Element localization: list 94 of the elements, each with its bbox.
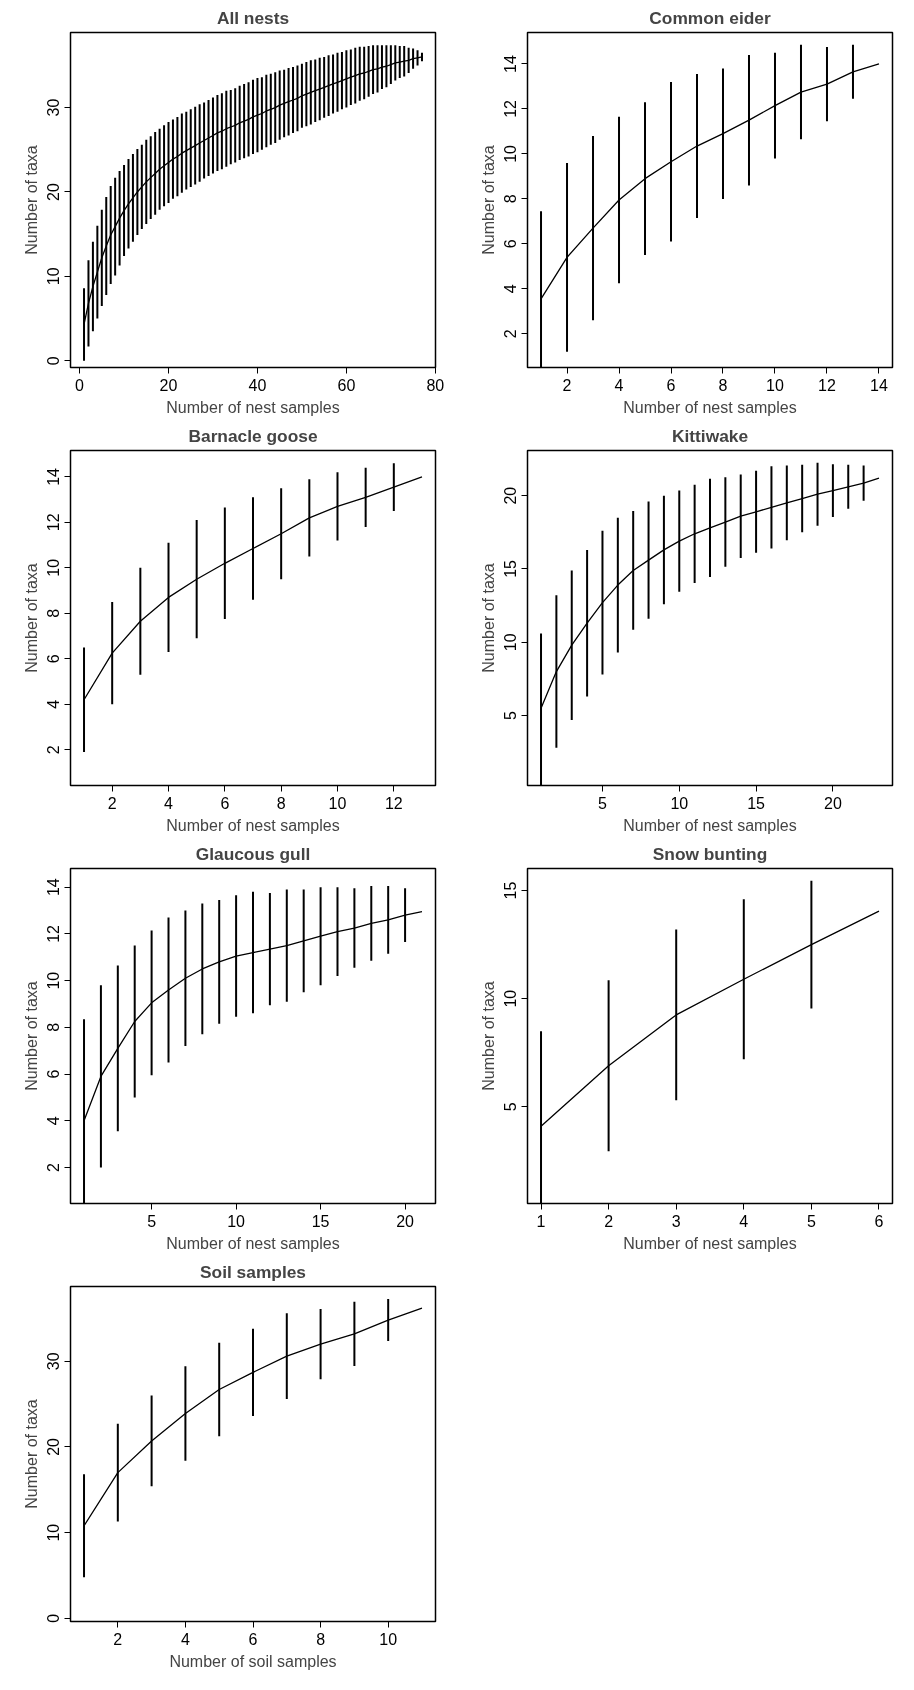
- chart-title: Soil samples: [200, 1261, 306, 1282]
- x-tick-label: 1: [536, 1212, 546, 1230]
- x-tick-label: 10: [379, 1630, 398, 1648]
- x-tick-label: 10: [670, 794, 689, 812]
- y-tick-label: 30: [45, 98, 63, 117]
- y-tick-label: 8: [45, 1022, 63, 1032]
- y-tick-label: 4: [45, 1116, 63, 1126]
- y-tick-label: 8: [502, 194, 520, 204]
- x-tick-label: 14: [870, 376, 888, 394]
- x-tick-label: 5: [806, 1212, 816, 1230]
- y-tick-label: 2: [502, 329, 520, 339]
- x-tick-label: 6: [666, 376, 676, 394]
- x-tick-label: 6: [874, 1212, 884, 1230]
- y-tick-label: 10: [502, 633, 520, 652]
- y-tick-label: 30: [45, 1352, 63, 1371]
- x-tick-label: 2: [604, 1212, 614, 1230]
- y-tick-label: 14: [45, 878, 63, 897]
- y-tick-label: 14: [45, 467, 63, 486]
- y-tick-label: 10: [502, 989, 520, 1008]
- x-tick-label: 15: [311, 1212, 330, 1230]
- x-tick-label: 15: [747, 794, 766, 812]
- x-tick-label: 12: [818, 376, 836, 394]
- x-tick-label: 4: [739, 1212, 749, 1230]
- y-tick-label: 12: [502, 99, 520, 118]
- chart-title: Kittiwake: [671, 425, 749, 446]
- x-tick-label: 20: [824, 794, 842, 812]
- x-axis-title: Number of soil samples: [169, 1652, 337, 1670]
- y-axis-title: Number of taxa: [479, 145, 497, 255]
- y-tick-label: 10: [502, 144, 520, 163]
- x-tick-label: 0: [75, 376, 85, 394]
- x-tick-label: 6: [220, 794, 230, 812]
- x-tick-label: 60: [337, 376, 356, 394]
- y-tick-label: 10: [45, 1523, 63, 1542]
- x-tick-label: 4: [614, 376, 624, 394]
- x-axis-title: Number of nest samples: [166, 816, 340, 834]
- x-tick-label: 20: [159, 376, 178, 394]
- x-tick-label: 20: [396, 1212, 415, 1230]
- x-tick-label: 40: [248, 376, 267, 394]
- y-tick-label: 10: [45, 267, 63, 286]
- chart-title: Snow bunting: [652, 843, 768, 864]
- x-tick-label: 5: [598, 794, 608, 812]
- y-axis-title: Number of taxa: [479, 981, 497, 1091]
- y-axis-title: Number of taxa: [22, 1399, 40, 1509]
- y-tick-label: 6: [45, 1069, 63, 1079]
- x-tick-label: 3: [671, 1212, 681, 1230]
- y-tick-label: 15: [502, 881, 520, 900]
- chart-title: Common eider: [649, 7, 771, 28]
- x-tick-label: 4: [180, 1630, 190, 1648]
- y-tick-label: 20: [502, 486, 520, 505]
- y-tick-label: 5: [502, 1102, 520, 1112]
- y-axis-title: Number of taxa: [22, 145, 40, 255]
- x-tick-label: 80: [426, 376, 445, 394]
- y-axis-title: Number of taxa: [479, 563, 497, 673]
- y-tick-label: 12: [45, 513, 63, 532]
- x-tick-label: 10: [328, 794, 347, 812]
- y-tick-label: 8: [45, 608, 63, 618]
- chart-title: All nests: [216, 7, 290, 28]
- x-axis-title: Number of nest samples: [623, 816, 797, 834]
- y-tick-label: 15: [502, 559, 520, 578]
- x-tick-label: 10: [766, 376, 784, 394]
- y-axis-title: Number of taxa: [22, 981, 40, 1091]
- y-tick-label: 2: [45, 745, 63, 755]
- y-tick-label: 4: [45, 699, 63, 709]
- x-tick-label: 12: [384, 794, 403, 812]
- x-tick-label: 2: [562, 376, 572, 394]
- x-tick-label: 2: [113, 1630, 123, 1648]
- x-tick-label: 8: [718, 376, 728, 394]
- y-tick-label: 2: [45, 1162, 63, 1172]
- y-tick-label: 10: [45, 971, 63, 990]
- y-tick-label: 4: [502, 284, 520, 294]
- x-tick-label: 5: [147, 1212, 157, 1230]
- x-tick-label: 2: [107, 794, 117, 812]
- y-tick-label: 12: [45, 924, 63, 943]
- y-tick-label: 20: [45, 1437, 63, 1456]
- x-axis-title: Number of nest samples: [623, 1234, 797, 1252]
- y-tick-label: 0: [45, 356, 63, 366]
- x-tick-label: 8: [316, 1630, 326, 1648]
- x-axis-title: Number of nest samples: [623, 398, 797, 416]
- x-tick-label: 6: [248, 1630, 258, 1648]
- y-tick-label: 20: [45, 182, 63, 201]
- chart-title: Barnacle goose: [188, 425, 318, 446]
- x-tick-label: 10: [227, 1212, 246, 1230]
- x-tick-label: 8: [276, 794, 286, 812]
- chart-title: Glaucous gull: [195, 843, 311, 864]
- y-tick-label: 10: [45, 558, 63, 577]
- x-tick-label: 4: [164, 794, 174, 812]
- x-axis-title: Number of nest samples: [166, 398, 340, 416]
- y-tick-label: 0: [45, 1613, 63, 1623]
- y-tick-label: 6: [502, 239, 520, 249]
- y-tick-label: 6: [45, 654, 63, 664]
- y-tick-label: 14: [502, 54, 520, 73]
- y-tick-label: 5: [502, 711, 520, 721]
- y-axis-title: Number of taxa: [22, 563, 40, 673]
- x-axis-title: Number of nest samples: [166, 1234, 340, 1252]
